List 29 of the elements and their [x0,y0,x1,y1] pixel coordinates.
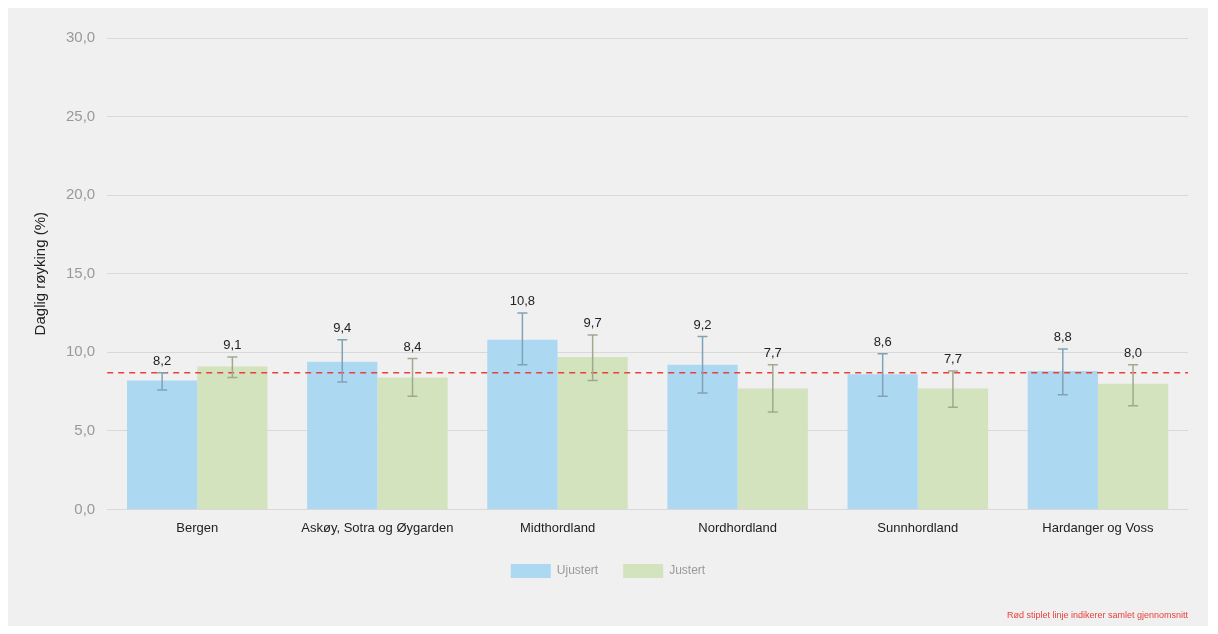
y-tick-label: 10,0 [65,342,96,360]
legend-label: Ujustert [556,563,599,578]
y-tick-label: 0,0 [74,499,96,517]
x-tick-label: Midthordland [519,519,596,535]
data-label: 7,7 [943,351,962,367]
data-label: 9,2 [693,316,712,332]
data-label: 9,1 [223,337,242,353]
data-label: 8,2 [153,352,172,368]
data-label: 9,4 [333,319,352,335]
data-label: 10,8 [509,293,536,309]
data-label: 8,0 [1124,344,1143,360]
legend-label: Justert [669,563,706,578]
data-label: 7,7 [763,344,782,360]
text: Rød stiplet linje indikerer samlet gjennomsnitt [1006,610,1188,620]
y-tick-label: 5,0 [74,420,96,438]
data-label: 8,6 [873,333,892,349]
y-axis-title: Daglig røyking (%) [31,212,49,336]
x-tick-label: Bergen [176,519,219,535]
data-label: 8,8 [1053,329,1072,345]
x-tick-label: Nordhordland [698,519,778,535]
x-tick-label: Hardanger og Voss [1042,519,1155,535]
y-tick-label: 20,0 [65,185,96,203]
y-tick-label: 30,0 [65,28,96,46]
x-tick-label: Askøy, Sotra og Øygarden [301,519,454,535]
y-tick-label: 15,0 [65,263,96,281]
data-label: 8,4 [403,338,422,354]
data-label: 9,7 [583,315,602,331]
x-tick-label: Sunnhordland [877,519,959,535]
y-tick-label: 25,0 [65,106,96,124]
